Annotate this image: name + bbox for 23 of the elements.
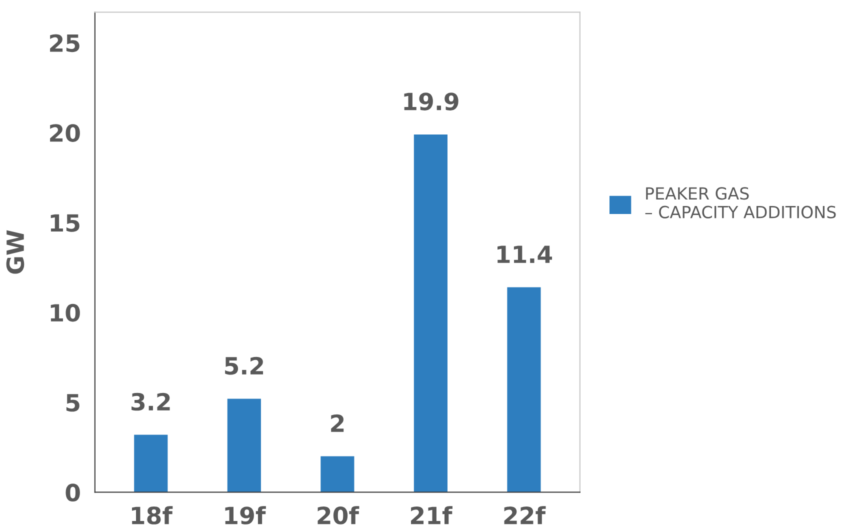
bar [227,398,261,492]
y-tick-label: 25 [50,34,80,52]
data-label: 5.2 [225,356,264,375]
x-tick-label: 21f [411,506,452,524]
x-tick-label: 22f [504,506,546,524]
x-tick-label: 20f [318,506,360,524]
x-tick-label: 19f [225,506,266,524]
y-tick-label: 0 [66,484,80,502]
y-tick-label: 20 [50,124,80,142]
bar [320,456,354,492]
bar [414,134,448,492]
x-tick-label: 18f [132,506,173,524]
legend-label: PEAKER GAS – CAPACITY ADDITIONS [645,187,836,218]
data-label: 2 [331,414,344,432]
bar [134,434,168,492]
y-tick-label: 5 [66,394,80,412]
data-label: 3.2 [132,392,170,411]
y-tick-label: 10 [50,304,80,322]
y-tick-label: 15 [50,214,80,232]
data-label: 19.9 [404,92,458,110]
y-axis-title: GW [6,230,24,274]
bar [507,287,541,492]
data-label: 11.4 [498,246,552,263]
